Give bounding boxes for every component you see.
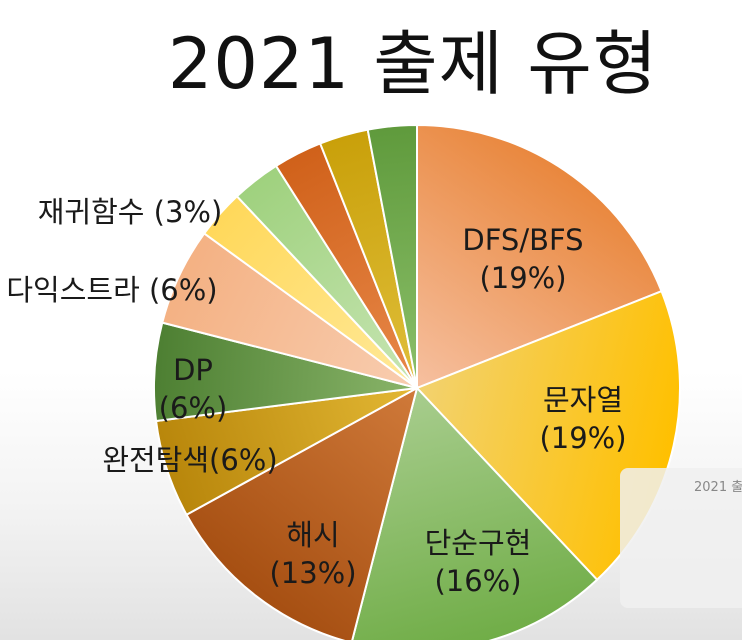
- slice-percent-label: (6%): [159, 391, 228, 425]
- slice-label: 완전탐색(6%): [102, 443, 277, 477]
- chart-title: 2021 출제 유형: [167, 23, 659, 105]
- slice-percent-label: (16%): [434, 564, 521, 598]
- thumbnail-title: 2021 출: [694, 480, 742, 495]
- slice-label: 해시: [286, 518, 339, 552]
- slice-label: DFS/BFS: [462, 223, 583, 257]
- slice-label: 문자열: [543, 383, 623, 417]
- pie-slice: [366, 123, 418, 389]
- slice-percent-label: (13%): [269, 556, 356, 590]
- slice-label: DP: [173, 353, 213, 387]
- pie-slice: [185, 386, 419, 640]
- slice-label: 단순구현: [425, 526, 532, 560]
- pie-slice: [351, 385, 599, 640]
- slice-percent-label: (19%): [479, 261, 566, 295]
- slice-label: 재귀함수 (3%): [38, 195, 223, 229]
- video-thumbnail: 2021 출: [620, 468, 742, 608]
- slice-label: 다익스트라 (6%): [6, 273, 217, 307]
- pie-slice: [416, 123, 663, 390]
- slice-percent-label: (19%): [539, 421, 626, 455]
